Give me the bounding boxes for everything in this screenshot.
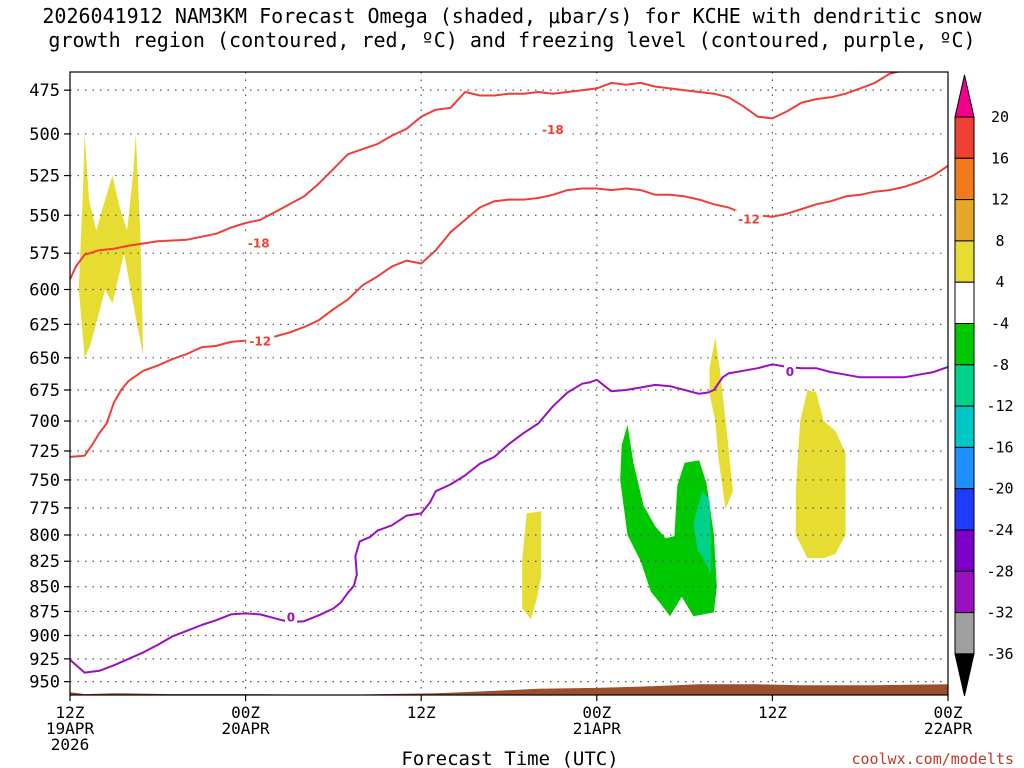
omega-region-1 — [522, 511, 542, 620]
colorbar-label-1: 16 — [991, 149, 1009, 167]
chart-title: 2026041912 NAM3KM Forecast Omega (shaded… — [0, 4, 1024, 52]
colorbar-label-13: -36 — [986, 645, 1013, 663]
contour-lines: -18 -18 -12 -12 0 0 — [70, 72, 948, 674]
colorbar-swatch-10 — [954, 529, 975, 572]
y-tick-label-800: 800 — [29, 526, 60, 546]
contour-label-bg-1-0 — [246, 332, 275, 348]
credit-text: coolwx.com/modelts — [851, 750, 1014, 768]
y-tick-label-675: 675 — [29, 381, 60, 401]
y-tick-label-775: 775 — [29, 499, 60, 519]
colorbar-bottom-triangle — [954, 653, 975, 697]
contour-label-bg-0-0 — [244, 234, 273, 250]
colorbar-swatch-6 — [954, 364, 975, 407]
contour-label-bg-2-1 — [783, 362, 796, 378]
y-tick-label-650: 650 — [29, 349, 60, 369]
y-tick-label-950: 950 — [29, 673, 60, 693]
y-tick-label-700: 700 — [29, 412, 60, 432]
colorbar-swatch-5 — [954, 323, 975, 366]
colorbar-label-6: -8 — [991, 356, 1009, 374]
y-tick-label-475: 475 — [29, 81, 60, 101]
contour-label-m18-1: -18 — [542, 123, 564, 137]
y-tick-label-725: 725 — [29, 442, 60, 462]
colorbar-label-9: -20 — [986, 480, 1013, 498]
contour-line-0 — [70, 363, 948, 674]
y-tick-label-925: 925 — [29, 650, 60, 670]
colorbar-swatch-12 — [954, 612, 975, 655]
y-tick-label-875: 875 — [29, 602, 60, 622]
omega-region-3 — [795, 390, 846, 559]
colorbar-label-3: 8 — [995, 232, 1004, 250]
omega-region-5 — [693, 491, 711, 574]
contour-label-m12-0: -12 — [249, 335, 271, 349]
colorbar-label-7: -12 — [986, 397, 1013, 415]
colorbar-swatch-0 — [954, 116, 975, 159]
colorbar-swatch-2 — [954, 199, 975, 242]
colorbar: 20 16 12 8 4 -4 -8 -12 -16 -20 -24 -28 -32 -36 — [954, 74, 1014, 697]
colorbar-label-11: -28 — [986, 562, 1013, 580]
x-tick-label-0-1: 12Z — [56, 703, 85, 722]
colorbar-swatch-8 — [954, 446, 975, 490]
x-tick-label-3-1: 00Z — [582, 703, 611, 722]
y-tick-label-850: 850 — [29, 578, 60, 598]
y-tick-label-525: 525 — [29, 167, 60, 187]
y-tick-label-600: 600 — [29, 281, 60, 301]
chart-title-line-2: growth region (contoured, red, ºC) and f… — [48, 28, 976, 52]
contour-label-m12-1: -12 — [738, 212, 760, 226]
colorbar-swatch-9 — [954, 488, 975, 531]
x-tick-label-3-2: 21APR — [573, 719, 622, 738]
colorbar-swatch-1 — [954, 157, 975, 201]
contour-label-bg-1-1 — [734, 210, 763, 226]
terrain-layer — [70, 684, 948, 695]
x-tick-label-4-1: 12Z — [758, 703, 787, 722]
colorbar-swatch-7 — [954, 405, 975, 448]
omega-shading — [78, 133, 846, 620]
x-tick-label-5-2: 22APR — [924, 719, 973, 738]
plot-axes — [64, 71, 949, 701]
y-axis-tick-labels: 475 500 525 550 575 600 625 650 675 700 725 750 775 8… — [29, 81, 60, 692]
colorbar-top-triangle — [954, 74, 975, 118]
colorbar-label-5: -4 — [991, 315, 1009, 333]
x-tick-label-5-1: 00Z — [934, 703, 963, 722]
colorbar-label-12: -32 — [986, 604, 1013, 622]
chart-title-line-1: 2026041912 NAM3KM Forecast Omega (shaded… — [42, 4, 982, 28]
x-tick-label-1-1: 00Z — [231, 703, 260, 722]
omega-region-2 — [709, 337, 733, 509]
x-tick-label-0-3: 2026 — [51, 735, 90, 754]
x-tick-label-2-1: 12Z — [407, 703, 436, 722]
contour-label-0-1: 0 — [786, 365, 794, 379]
omega-region-0 — [78, 133, 144, 358]
colorbar-label-2: 12 — [991, 191, 1009, 209]
x-tick-label-0-2: 19APR — [46, 719, 95, 738]
colorbar-label-0: 20 — [991, 108, 1009, 126]
colorbar-label-4: 4 — [995, 273, 1004, 291]
x-axis-title: Forecast Time (UTC) — [401, 748, 618, 768]
y-tick-label-825: 825 — [29, 552, 60, 572]
contour-label-0-0: 0 — [287, 610, 295, 624]
contour-label-bg-2-0 — [284, 608, 297, 624]
y-tick-label-550: 550 — [29, 206, 60, 226]
contour-label-m18-0: -18 — [248, 237, 270, 251]
terrain-fill — [70, 684, 948, 695]
contour-line-m18 — [70, 72, 901, 280]
contour-line-m12 — [70, 164, 948, 458]
colorbar-swatch-11 — [954, 570, 975, 614]
y-tick-label-625: 625 — [29, 315, 60, 335]
grid-lines — [70, 72, 948, 695]
y-tick-label-575: 575 — [29, 244, 60, 264]
y-tick-label-750: 750 — [29, 471, 60, 491]
colorbar-swatch-4 — [954, 281, 975, 325]
omega-region-4 — [620, 424, 717, 617]
colorbar-label-10: -24 — [986, 521, 1013, 539]
plot-frame — [69, 71, 949, 696]
contour-label-bg-0-1 — [538, 120, 567, 136]
colorbar-swatch-3 — [954, 240, 975, 283]
y-tick-label-900: 900 — [29, 626, 60, 646]
x-tick-label-1-2: 20APR — [222, 719, 271, 738]
colorbar-label-8: -16 — [986, 438, 1013, 456]
y-tick-label-500: 500 — [29, 125, 60, 145]
